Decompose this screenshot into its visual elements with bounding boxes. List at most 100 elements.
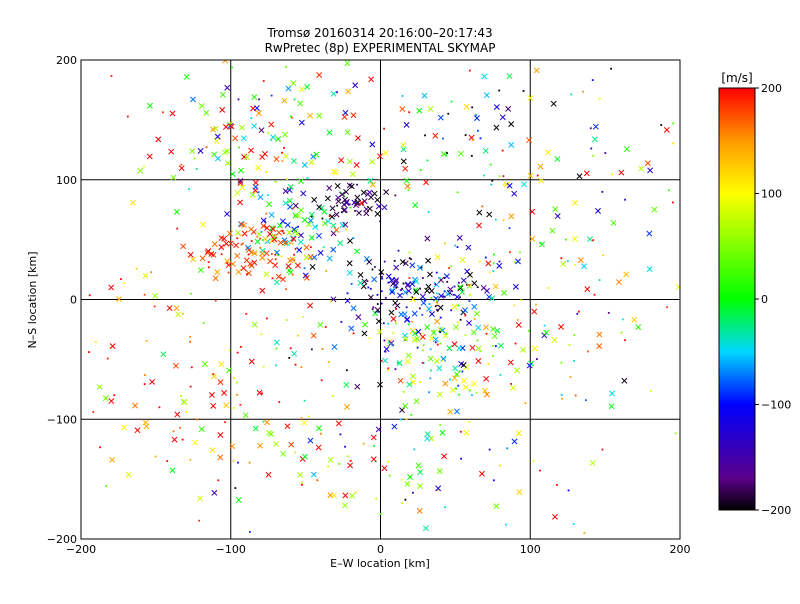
data-point-cross bbox=[506, 182, 513, 189]
data-point-dot bbox=[442, 295, 445, 298]
data-point-dot bbox=[572, 523, 575, 525]
data-point-cross bbox=[238, 124, 245, 131]
data-point-dot bbox=[411, 296, 414, 299]
data-point-cross bbox=[208, 392, 215, 398]
data-point-cross bbox=[485, 260, 492, 267]
data-point-cross bbox=[333, 227, 340, 233]
data-point-cross bbox=[675, 283, 680, 290]
data-point-cross bbox=[350, 112, 357, 119]
y-tick-label: 100 bbox=[56, 174, 77, 187]
data-point-cross bbox=[390, 315, 397, 322]
data-point-dot bbox=[257, 191, 260, 194]
data-point-cross bbox=[214, 155, 221, 162]
data-point-cross bbox=[326, 255, 333, 262]
data-point-dot bbox=[573, 334, 576, 337]
data-point-dot bbox=[464, 314, 467, 317]
data-point-dot bbox=[375, 497, 378, 500]
data-point-cross bbox=[137, 167, 144, 174]
data-point-cross bbox=[405, 352, 412, 359]
data-point-cross bbox=[646, 266, 653, 273]
data-point-cross bbox=[527, 95, 534, 101]
data-point-cross bbox=[366, 258, 373, 265]
data-point-cross bbox=[427, 106, 434, 112]
data-point-dot bbox=[207, 266, 210, 269]
data-point-cross bbox=[248, 147, 255, 154]
data-point-dot bbox=[427, 211, 430, 214]
data-point-cross bbox=[400, 142, 407, 149]
data-point-cross bbox=[515, 258, 521, 265]
data-point-cross bbox=[413, 278, 420, 285]
data-point-dot bbox=[282, 232, 285, 235]
data-point-cross bbox=[348, 325, 355, 332]
data-point-dot bbox=[416, 346, 419, 349]
data-point-cross bbox=[423, 179, 429, 186]
data-point-cross bbox=[644, 160, 651, 167]
data-point-cross bbox=[437, 114, 444, 121]
data-point-dot bbox=[498, 464, 501, 467]
data-point-cross bbox=[173, 305, 180, 312]
data-point-cross bbox=[252, 425, 259, 432]
data-point-cross bbox=[298, 178, 304, 185]
data-point-dot bbox=[99, 446, 102, 449]
data-point-cross bbox=[224, 258, 231, 265]
data-point-cross bbox=[438, 292, 445, 299]
data-point-cross bbox=[108, 398, 115, 405]
data-point-dot bbox=[601, 190, 604, 193]
data-point-dot bbox=[231, 66, 233, 69]
data-point-cross bbox=[280, 276, 286, 283]
data-point-dot bbox=[291, 273, 294, 276]
data-point-cross bbox=[587, 236, 593, 243]
data-point-cross bbox=[335, 420, 342, 427]
data-point-dot bbox=[429, 369, 432, 372]
data-point-cross bbox=[251, 94, 258, 101]
data-point-dot bbox=[321, 348, 324, 350]
data-point-dot bbox=[601, 448, 604, 451]
data-point-dot bbox=[352, 332, 355, 335]
data-point-dot bbox=[492, 344, 494, 347]
data-point-cross bbox=[385, 273, 392, 280]
data-point-dot bbox=[388, 341, 390, 344]
data-point-cross bbox=[350, 305, 357, 312]
data-point-dot bbox=[413, 448, 416, 451]
data-point-cross bbox=[638, 165, 645, 172]
data-point-cross bbox=[516, 489, 523, 496]
data-point-dot bbox=[320, 379, 323, 382]
data-point-dot bbox=[238, 146, 241, 149]
data-point-dot bbox=[446, 280, 449, 283]
data-point-dot bbox=[270, 94, 273, 97]
data-point-cross bbox=[266, 429, 273, 436]
data-point-dot bbox=[429, 348, 432, 351]
colorbar-tick-label: −100 bbox=[761, 399, 791, 412]
data-point-dot bbox=[207, 261, 210, 263]
data-point-dot bbox=[464, 334, 467, 337]
data-point-cross bbox=[496, 262, 503, 269]
data-point-dot bbox=[602, 254, 604, 257]
data-point-cross bbox=[355, 314, 362, 321]
data-point-cross bbox=[526, 137, 533, 144]
data-point-cross bbox=[506, 73, 513, 80]
data-point-cross bbox=[403, 121, 410, 128]
data-point-cross bbox=[280, 450, 287, 457]
data-point-cross bbox=[460, 362, 467, 369]
data-point-dot bbox=[380, 290, 383, 293]
data-point-dot bbox=[384, 350, 387, 353]
data-point-dot bbox=[265, 212, 268, 215]
data-point-cross bbox=[491, 333, 498, 340]
data-point-dot bbox=[264, 220, 266, 223]
data-point-dot bbox=[439, 316, 442, 319]
data-point-dot bbox=[380, 272, 383, 275]
data-point-cross bbox=[382, 150, 389, 156]
colorbar-tick-label: 200 bbox=[761, 82, 782, 95]
data-point-cross bbox=[329, 205, 336, 212]
data-point-dot bbox=[262, 239, 264, 242]
data-point-cross bbox=[482, 147, 489, 154]
data-point-dot bbox=[424, 134, 426, 137]
data-point-dot bbox=[459, 296, 461, 299]
data-point-cross bbox=[134, 427, 141, 434]
data-point-cross bbox=[463, 103, 470, 110]
data-point-dot bbox=[188, 188, 191, 191]
data-point-dot bbox=[543, 324, 546, 327]
data-point-cross bbox=[442, 332, 449, 339]
data-point-dot bbox=[105, 485, 108, 488]
data-point-dot bbox=[143, 165, 145, 168]
